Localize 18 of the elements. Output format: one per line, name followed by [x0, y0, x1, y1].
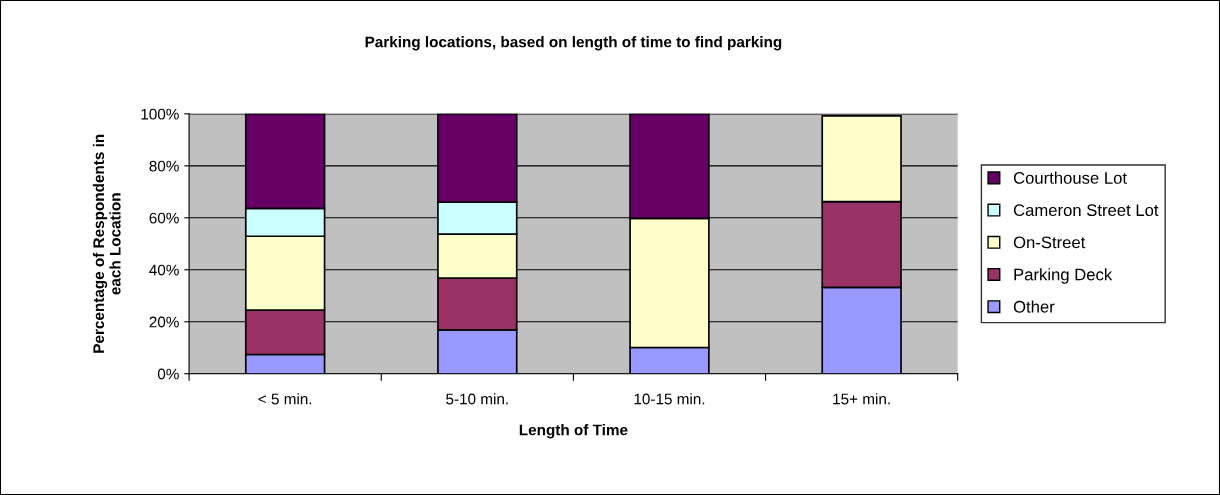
- y-tick-label: 100%: [141, 108, 179, 120]
- x-tick-label: < 5 min.: [258, 393, 312, 405]
- y-tick-label: 0%: [157, 368, 179, 380]
- chart-title: Parking locations, based on length of time to find parking: [365, 36, 782, 51]
- x-axis-title: Length of Time: [519, 424, 628, 439]
- legend-label: On-Street: [1013, 236, 1086, 249]
- y-tick-label: 40%: [149, 264, 179, 276]
- legend-label: Other: [1013, 300, 1055, 313]
- y-axis-title: Percentage of Respondents in each Location: [92, 134, 121, 353]
- x-tick-label: 15+ min.: [833, 393, 890, 405]
- legend-label: Parking Deck: [1014, 268, 1113, 284]
- legend-label: Courthouse Lot: [1013, 171, 1127, 184]
- x-tick-label: 5-10 min.: [446, 393, 508, 405]
- legend-label: Cameron Street Lot: [1013, 204, 1159, 217]
- y-tick-label: 60%: [149, 212, 179, 224]
- y-tick-label: 80%: [149, 160, 179, 172]
- x-tick-label: 10-15 min.: [634, 393, 705, 405]
- y-tick-label: 20%: [149, 316, 179, 328]
